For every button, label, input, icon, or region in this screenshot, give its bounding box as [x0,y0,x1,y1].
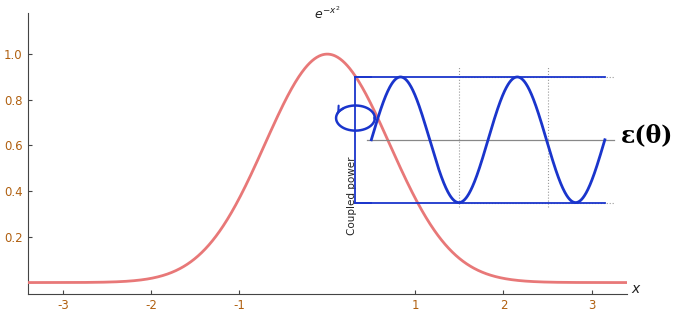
Text: x: x [631,283,639,296]
Text: $e^{-x^2}$: $e^{-x^2}$ [314,5,340,22]
Text: ε(θ): ε(θ) [620,123,673,147]
Text: Coupled power: Coupled power [346,156,357,235]
